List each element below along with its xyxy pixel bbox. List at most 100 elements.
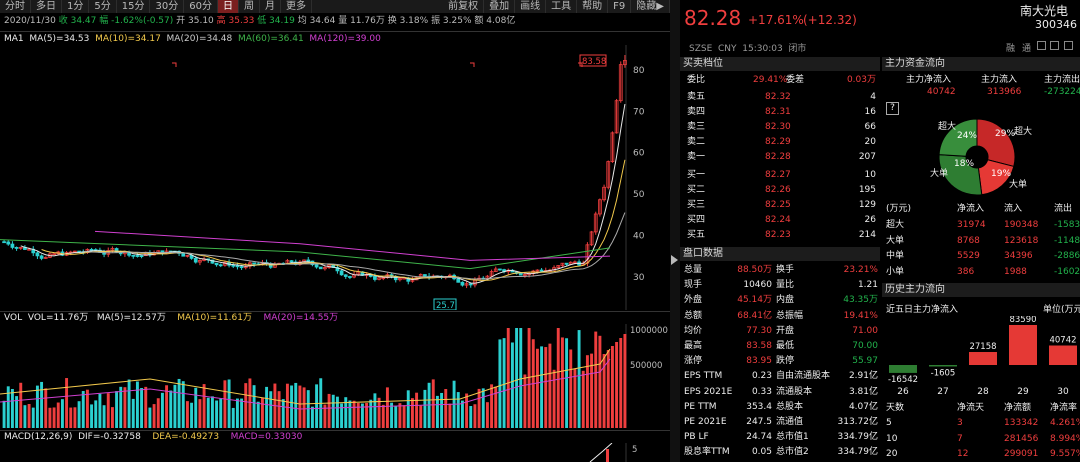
weibi-value: 29.41% [753, 75, 788, 85]
toolbar-right-3[interactable]: 工具 [546, 0, 578, 13]
ask-volume: 207 [858, 152, 876, 162]
edit-icon[interactable] [1037, 41, 1046, 50]
flow-h1: 主力净流入 [906, 75, 952, 85]
stat-label-b: 总市值2 [776, 447, 809, 458]
info-high: 高 35.33 [216, 16, 255, 26]
chart-icon[interactable] [1050, 41, 1059, 50]
stock-code: 300346 [1035, 18, 1077, 31]
toolbar-spacer [312, 0, 443, 13]
candle-body [614, 100, 619, 134]
volume-bar [294, 382, 298, 428]
ma20-line [83, 212, 626, 280]
flow-cell: 中单 [886, 251, 905, 261]
bid-row[interactable]: 买四 82.24 26 [683, 213, 878, 228]
bid-row[interactable]: 买二 82.26 195 [683, 183, 878, 198]
candle-body [589, 231, 594, 246]
stat-label-b: 跌停 [776, 356, 795, 367]
weicha-value: 0.03万 [846, 75, 876, 85]
volume-bar [190, 402, 194, 428]
history-day-label: 28 [977, 387, 989, 397]
stat-label-a: 外盘 [684, 295, 703, 306]
candle-body [573, 261, 577, 264]
period-tab-2[interactable]: 1分 [62, 0, 90, 13]
toolbar-right-4[interactable]: 帮助 [577, 0, 609, 13]
volume-bar [527, 328, 531, 428]
flag-marker-icon [470, 62, 475, 67]
history-day-label: 29 [1017, 387, 1029, 397]
ask-row[interactable]: 卖二 82.29 20 [683, 135, 878, 150]
candlestick-chart[interactable]: 80 70 60 50 40 30 83.58 25.7 [0, 45, 670, 310]
period-tab-5[interactable]: 30分 [150, 0, 185, 13]
stat-value-b: 313.72亿 [837, 417, 879, 427]
volume-bar [323, 404, 327, 428]
period-tab-3[interactable]: 5分 [89, 0, 117, 13]
vol-ma10: MA(10)=11.61万 [177, 313, 252, 323]
flow-cell: -114850 [1054, 235, 1080, 246]
ask-row[interactable]: 卖三 82.30 66 [683, 120, 878, 135]
collapse-strip[interactable] [670, 0, 680, 462]
hist-cell: 9.557% [1050, 449, 1080, 459]
period-tab-8[interactable]: 周 [239, 0, 260, 13]
bid-row[interactable]: 买五 82.23 214 [683, 228, 878, 243]
volume-bar [48, 407, 52, 428]
candle-body [623, 60, 627, 66]
period-tab-9[interactable]: 月 [260, 0, 281, 13]
flow-cell: 大单 [886, 235, 905, 246]
toolbar-right-5[interactable]: F9 [608, 0, 632, 13]
toolbar-right-1[interactable]: 叠加 [484, 0, 516, 13]
period-tab-7[interactable]: 日 [217, 0, 239, 13]
volume-bar [144, 386, 148, 428]
bid-row[interactable]: 买一 82.27 10 [683, 168, 878, 183]
volume-bar [535, 348, 539, 428]
settings-icon[interactable] [1064, 41, 1073, 50]
macd-chart[interactable]: 5 [0, 443, 670, 462]
help-icon[interactable]: ? [886, 102, 899, 115]
stat-value-a: 88.50万 [737, 265, 772, 275]
volume-bar [552, 369, 556, 428]
candle-body [535, 269, 540, 272]
volume-chart[interactable]: 1000000 500000 [0, 324, 670, 428]
flow-cell: 8768 [957, 235, 980, 246]
candle-body [460, 281, 465, 286]
stat-label-a: EPS TTM [684, 371, 723, 382]
ma60-label: MA(60)=36.41 [237, 34, 304, 44]
flow-v3: -273224 [1044, 87, 1080, 97]
info-change: 幅 -1.62%(-0.57) [99, 16, 174, 26]
volume-bar [69, 407, 73, 428]
high-tag: 83.58 [582, 57, 606, 67]
vol-axis-label: 500000 [630, 361, 662, 371]
stat-label-b: 总股本 [776, 401, 804, 412]
candle-body [89, 248, 94, 251]
period-tab-6[interactable]: 60分 [184, 0, 218, 13]
toolbar-right-2[interactable]: 画线 [515, 0, 547, 13]
volume-bar [277, 391, 281, 428]
tab-tong[interactable]: 通 [1022, 44, 1032, 54]
low-tag: 25.7 [436, 301, 455, 310]
flow-head-1: 净流入 [957, 204, 985, 214]
toolbar-right-0[interactable]: 前复权 [443, 0, 485, 13]
info-bar: 2020/11/30 收 34.47 幅 -1.62%(-0.57) 开 35.… [0, 14, 670, 29]
flow-head-3: 流出 [1054, 204, 1073, 214]
ask-row[interactable]: 卖五 82.32 4 [683, 90, 878, 105]
period-tab-1[interactable]: 多日 [31, 0, 62, 13]
stat-value-b: 55.97 [852, 356, 878, 367]
ask-row[interactable]: 卖四 82.31 16 [683, 105, 878, 120]
stat-label-b: 最低 [776, 341, 795, 351]
flow-cell: 190348 [1004, 220, 1039, 230]
toolbar-right-6[interactable]: 隐藏▶ [631, 0, 670, 13]
collapse-arrow-icon[interactable] [671, 255, 678, 265]
bid-row[interactable]: 买三 82.25 129 [683, 198, 878, 213]
ask-level: 卖一 [687, 152, 706, 162]
volume-bar [381, 404, 385, 428]
period-tab-10[interactable]: 更多 [281, 0, 312, 13]
volume-bar [456, 392, 460, 428]
volume-bar [6, 386, 10, 428]
period-tab-4[interactable]: 15分 [117, 0, 151, 13]
ma10-label: MA(10)=34.17 [95, 34, 161, 44]
candle-body [2, 241, 6, 244]
volume-bar [360, 403, 364, 428]
tab-rong[interactable]: 融 [1006, 44, 1016, 54]
ask-row[interactable]: 卖一 82.28 207 [683, 150, 878, 165]
candle-body [606, 161, 611, 188]
period-tab-0[interactable]: 分时 [0, 0, 31, 13]
